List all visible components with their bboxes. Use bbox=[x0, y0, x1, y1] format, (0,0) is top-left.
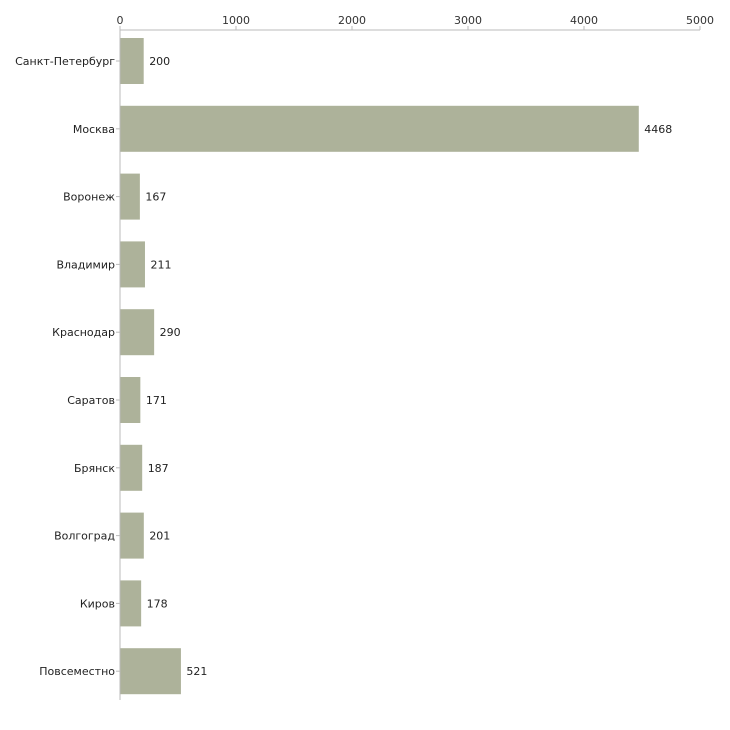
bar bbox=[120, 512, 144, 559]
category-label: Киров bbox=[80, 597, 115, 610]
value-label: 201 bbox=[149, 530, 170, 543]
value-label: 4468 bbox=[644, 123, 672, 136]
category-label: Саратов bbox=[67, 394, 115, 407]
value-label: 521 bbox=[186, 665, 207, 678]
value-label: 290 bbox=[160, 326, 181, 339]
value-label: 211 bbox=[150, 258, 171, 271]
category-label: Москва bbox=[73, 123, 115, 136]
bar bbox=[120, 377, 141, 423]
x-tick-label: 0 bbox=[117, 14, 124, 27]
x-tick-label: 2000 bbox=[338, 14, 366, 27]
axes: 0 1000 2000 3000 4000 5000 bbox=[116, 14, 714, 700]
value-label: 178 bbox=[147, 597, 168, 610]
labels: Санкт-Петербург 200 Москва 4468 Воронеж 167 Вл… bbox=[15, 55, 672, 678]
x-tick-label: 3000 bbox=[454, 14, 482, 27]
value-label: 187 bbox=[148, 462, 169, 475]
category-label: Краснодар bbox=[52, 326, 115, 339]
category-label: Воронеж bbox=[63, 191, 115, 204]
bar bbox=[120, 241, 145, 288]
value-label: 200 bbox=[149, 55, 170, 68]
category-label: Повсеместно bbox=[39, 665, 115, 678]
x-tick-label: 1000 bbox=[222, 14, 250, 27]
x-tick-label: 4000 bbox=[570, 14, 598, 27]
bar bbox=[120, 38, 144, 84]
value-label: 167 bbox=[145, 191, 166, 204]
bar bbox=[120, 309, 155, 356]
category-label: Волгоград bbox=[54, 530, 115, 543]
bar bbox=[120, 580, 142, 627]
bar bbox=[120, 105, 639, 152]
category-label: Брянск bbox=[74, 462, 115, 475]
category-label: Санкт-Петербург bbox=[15, 55, 115, 68]
x-tick-label: 5000 bbox=[686, 14, 714, 27]
bar bbox=[120, 648, 181, 695]
bar bbox=[120, 444, 143, 491]
bar bbox=[120, 173, 140, 220]
bars bbox=[120, 38, 639, 695]
value-label: 171 bbox=[146, 394, 167, 407]
category-label: Владимир bbox=[56, 258, 115, 271]
